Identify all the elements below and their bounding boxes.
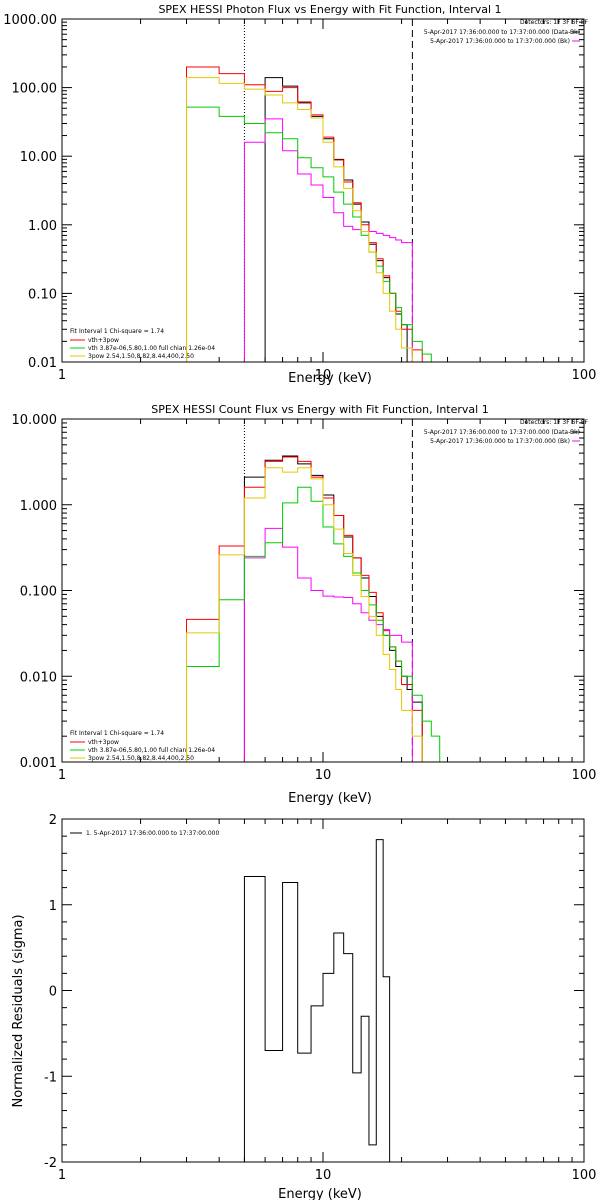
photon-flux-series-2 <box>243 118 413 362</box>
count-flux-panel: SPEX HESSI Count Flux vs Energy with Fit… <box>12 403 597 806</box>
count-flux-axes-frame <box>61 418 585 763</box>
residuals-y-tick-label: -1 <box>44 1070 57 1085</box>
count-flux-legend-line: Fit Interval 1 Chi-square = 1.74 <box>70 730 164 737</box>
photon-flux-y-tick-label: 1.00 <box>28 219 57 234</box>
photon-flux-legend-line: vth 3.87e-06,5.80,1.00 full chian 1.26e-… <box>88 345 215 352</box>
photon-flux-xlabel: Energy (keV) <box>288 371 372 386</box>
photon-flux-legend-line: 3pow 2.54,1.50,8.82,8.44,400,2.50 <box>88 353 194 360</box>
residuals-legend-line: 1. 5-Apr-2017 17:36:00.000 to 17:37:00.0… <box>86 830 219 837</box>
photon-flux-header-line: 5-Apr-2017 17:36:00.000 to 17:37:00.000 … <box>430 38 570 45</box>
residuals-ylabel: Normalized Residuals (sigma) <box>11 914 26 1107</box>
count-flux-x-tick-label: 100 <box>572 768 597 783</box>
count-flux-y-tick-label: 0.100 <box>20 585 57 600</box>
count-flux-legend-line: vth 3.87e-06,5.80,1.00 full chian 1.26e-… <box>88 747 215 754</box>
count-flux-header-line: Detectors: 1F 3F 6F 8F <box>520 419 589 426</box>
count-flux-y-tick-label: 1.000 <box>20 499 57 514</box>
photon-flux-y-tick-label: 1000.00 <box>3 13 57 28</box>
count-flux-legend-line: vth+3pow <box>88 739 119 746</box>
photon-flux-x-tick-label: 10 <box>315 368 332 383</box>
count-flux-y-tick-label: 0.010 <box>20 670 57 685</box>
photon-flux-x-tick-label: 100 <box>572 368 597 383</box>
count-flux-x-tick-label: 10 <box>315 768 332 783</box>
count-flux-header-line: 5-Apr-2017 17:36:00.000 to 17:37:00.000 … <box>430 438 570 445</box>
residuals-y-tick-label: -2 <box>44 1156 57 1171</box>
photon-flux-header-line: Detectors: 1F 3F 6F 8F <box>520 19 589 26</box>
count-flux-series-2 <box>243 527 413 762</box>
photon-flux-y-tick-label: 100.00 <box>12 82 58 97</box>
residuals-x-tick-label: 100 <box>572 1168 597 1183</box>
count-flux-series-3 <box>186 486 441 762</box>
photon-flux-legend-line: vth+3pow <box>88 337 119 344</box>
photon-flux-x-tick-label: 1 <box>58 368 66 383</box>
count-flux-xlabel: Energy (keV) <box>288 791 372 806</box>
residuals-xlabel: Energy (keV) <box>278 1187 362 1200</box>
photon-flux-panel: SPEX HESSI Photon Flux vs Energy with Fi… <box>3 3 596 386</box>
residuals-x-tick-label: 1 <box>58 1168 66 1183</box>
photon-flux-axes-frame <box>61 18 585 363</box>
photon-flux-y-tick-label: 10.00 <box>20 150 57 165</box>
residuals-x-tick-label: 10 <box>315 1168 332 1183</box>
residuals-y-tick-label: 1 <box>49 899 57 914</box>
count-flux-series-4 <box>186 467 423 762</box>
photon-flux-series-3 <box>186 106 440 363</box>
photon-flux-y-tick-label: 0.10 <box>28 287 57 302</box>
photon-flux-title: SPEX HESSI Photon Flux vs Energy with Fi… <box>158 3 501 16</box>
residuals-y-tick-label: 0 <box>49 985 57 1000</box>
count-flux-y-tick-label: 10.000 <box>12 413 58 428</box>
count-flux-header-line: 5-Apr-2017 17:36:00.000 to 17:37:00.000 … <box>424 429 580 436</box>
photon-flux-y-tick-label: 0.01 <box>28 356 57 371</box>
residuals-y-tick-label: 2 <box>49 813 57 828</box>
photon-flux-legend-line: Fit Interval 1 Chi-square = 1.74 <box>70 328 164 335</box>
residuals-axes-frame <box>61 818 585 1163</box>
count-flux-y-tick-label: 0.001 <box>20 756 57 771</box>
residuals-series-0 <box>243 839 391 1162</box>
residuals-panel: Energy (keV) Normalized Residuals (sigma… <box>11 813 596 1200</box>
count-flux-title: SPEX HESSI Count Flux vs Energy with Fit… <box>151 403 488 416</box>
photon-flux-series-4 <box>186 77 423 363</box>
count-flux-x-tick-label: 1 <box>58 768 66 783</box>
photon-flux-header-line: 5-Apr-2017 17:36:00.000 to 17:37:00.000 … <box>424 29 580 36</box>
